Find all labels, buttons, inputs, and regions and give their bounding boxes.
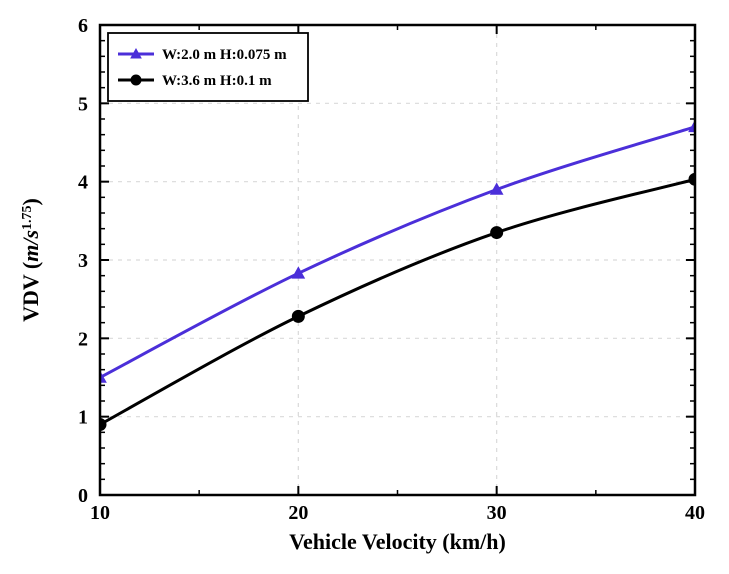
ytick-label: 3: [78, 250, 88, 272]
ytick-label: 1: [78, 407, 88, 429]
legend-label: W:3.6 m H:0.1 m: [162, 73, 272, 89]
x-axis-label: Vehicle Velocity (km/h): [289, 529, 506, 554]
xtick-label: 30: [487, 502, 507, 524]
marker-circle: [292, 310, 304, 322]
xtick-label: 20: [288, 502, 308, 524]
legend: W:2.0 m H:0.075 m W:3.6 m H:0.1 m: [108, 33, 308, 101]
legend-label: W:2.0 m H:0.075 m: [162, 47, 287, 63]
xtick-label: 40: [685, 502, 705, 524]
line-chart: 102030400123456Vehicle Velocity (km/h)VD…: [0, 0, 729, 574]
ytick-label: 2: [78, 328, 88, 350]
xtick-label: 10: [90, 502, 110, 524]
ytick-label: 4: [78, 172, 88, 194]
ytick-label: 0: [78, 485, 88, 507]
ytick-label: 5: [78, 93, 88, 115]
marker-circle: [491, 227, 503, 239]
ytick-label: 6: [78, 15, 88, 37]
chart-container: 102030400123456Vehicle Velocity (km/h)VD…: [0, 0, 729, 574]
